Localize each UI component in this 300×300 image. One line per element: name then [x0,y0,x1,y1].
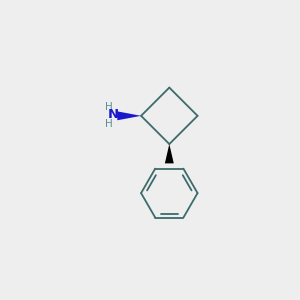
Text: H: H [105,103,113,112]
Text: N: N [107,108,118,121]
Polygon shape [117,111,141,120]
Text: H: H [105,119,113,129]
Polygon shape [165,144,174,164]
